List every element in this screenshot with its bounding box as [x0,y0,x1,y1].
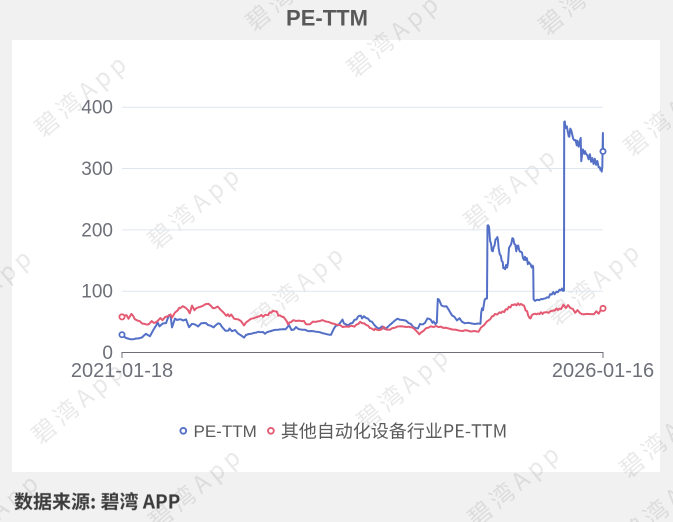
svg-text:0: 0 [102,343,113,364]
svg-text:400: 400 [81,98,113,119]
svg-text:PE-TTM: PE-TTM [286,6,368,31]
svg-text:2021-01-18: 2021-01-18 [71,360,173,382]
svg-text:2026-01-16: 2026-01-16 [552,360,654,382]
svg-text:PE-TTM: PE-TTM [194,422,257,441]
svg-text:100: 100 [81,282,113,303]
svg-text:200: 200 [81,220,113,241]
svg-text:300: 300 [81,159,113,180]
